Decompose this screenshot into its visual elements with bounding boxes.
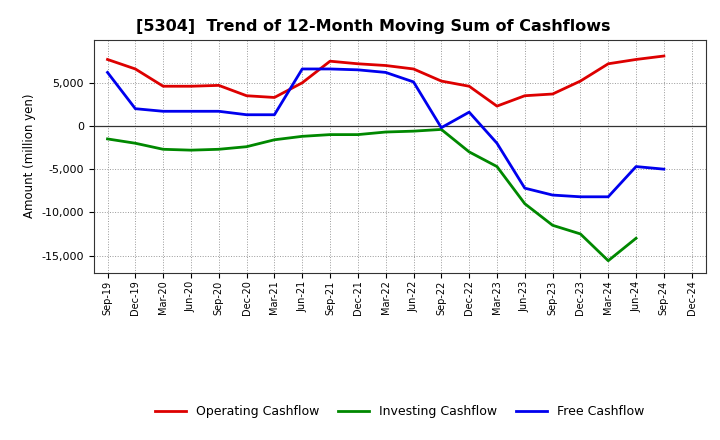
Free Cashflow xyxy=(215,109,223,114)
Free Cashflow xyxy=(354,67,362,73)
Investing Cashflow xyxy=(159,147,168,152)
Operating Cashflow xyxy=(298,80,307,85)
Investing Cashflow xyxy=(492,164,501,169)
Line: Investing Cashflow: Investing Cashflow xyxy=(107,129,636,261)
Free Cashflow xyxy=(492,141,501,146)
Free Cashflow xyxy=(409,79,418,84)
Operating Cashflow xyxy=(437,78,446,84)
Free Cashflow xyxy=(521,186,529,191)
Operating Cashflow xyxy=(549,92,557,97)
Y-axis label: Amount (million yen): Amount (million yen) xyxy=(23,94,36,218)
Operating Cashflow xyxy=(382,63,390,68)
Operating Cashflow xyxy=(660,53,668,59)
Free Cashflow xyxy=(131,106,140,111)
Operating Cashflow xyxy=(521,93,529,99)
Operating Cashflow xyxy=(492,103,501,109)
Operating Cashflow xyxy=(465,84,474,89)
Legend: Operating Cashflow, Investing Cashflow, Free Cashflow: Operating Cashflow, Investing Cashflow, … xyxy=(150,400,649,423)
Operating Cashflow xyxy=(325,59,334,64)
Free Cashflow xyxy=(604,194,613,199)
Operating Cashflow xyxy=(409,66,418,72)
Investing Cashflow xyxy=(521,201,529,206)
Free Cashflow xyxy=(103,70,112,75)
Operating Cashflow xyxy=(631,57,640,62)
Investing Cashflow xyxy=(604,258,613,264)
Free Cashflow xyxy=(631,164,640,169)
Free Cashflow xyxy=(437,125,446,130)
Investing Cashflow xyxy=(298,134,307,139)
Free Cashflow xyxy=(549,192,557,198)
Free Cashflow xyxy=(298,66,307,72)
Free Cashflow xyxy=(159,109,168,114)
Investing Cashflow xyxy=(465,149,474,154)
Operating Cashflow xyxy=(270,95,279,100)
Free Cashflow xyxy=(382,70,390,75)
Investing Cashflow xyxy=(131,141,140,146)
Investing Cashflow xyxy=(103,136,112,142)
Investing Cashflow xyxy=(270,137,279,143)
Free Cashflow xyxy=(660,166,668,172)
Operating Cashflow xyxy=(604,61,613,66)
Investing Cashflow xyxy=(186,147,195,153)
Free Cashflow xyxy=(465,110,474,115)
Operating Cashflow xyxy=(242,93,251,99)
Operating Cashflow xyxy=(159,84,168,89)
Investing Cashflow xyxy=(631,235,640,241)
Operating Cashflow xyxy=(215,83,223,88)
Investing Cashflow xyxy=(549,223,557,228)
Free Cashflow xyxy=(576,194,585,199)
Line: Free Cashflow: Free Cashflow xyxy=(107,69,664,197)
Investing Cashflow xyxy=(242,144,251,149)
Operating Cashflow xyxy=(186,84,195,89)
Operating Cashflow xyxy=(131,66,140,72)
Operating Cashflow xyxy=(103,57,112,62)
Investing Cashflow xyxy=(215,147,223,152)
Operating Cashflow xyxy=(354,61,362,66)
Free Cashflow xyxy=(186,109,195,114)
Investing Cashflow xyxy=(325,132,334,137)
Investing Cashflow xyxy=(382,129,390,135)
Investing Cashflow xyxy=(576,231,585,237)
Text: [5304]  Trend of 12-Month Moving Sum of Cashflows: [5304] Trend of 12-Month Moving Sum of C… xyxy=(137,19,611,34)
Line: Operating Cashflow: Operating Cashflow xyxy=(107,56,664,106)
Investing Cashflow xyxy=(409,128,418,134)
Investing Cashflow xyxy=(354,132,362,137)
Operating Cashflow xyxy=(576,78,585,84)
Free Cashflow xyxy=(270,112,279,117)
Investing Cashflow xyxy=(437,127,446,132)
Free Cashflow xyxy=(242,112,251,117)
Free Cashflow xyxy=(325,66,334,72)
